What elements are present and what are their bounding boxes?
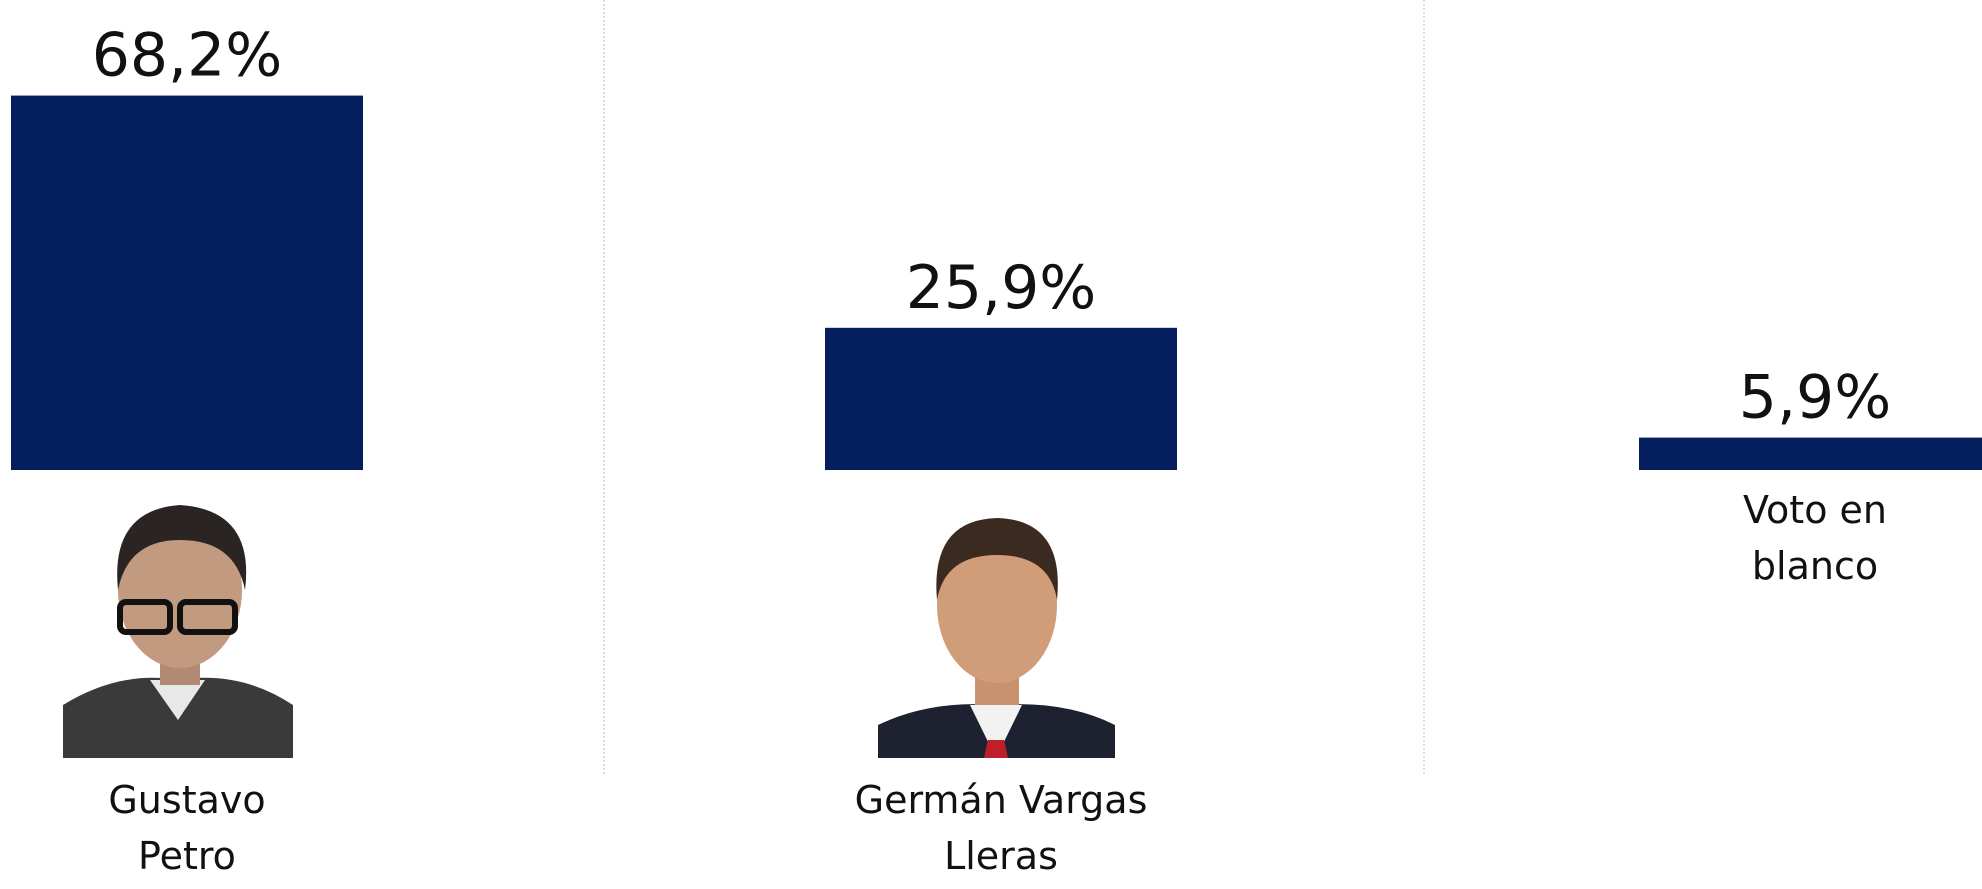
value-label: 25,9% [906,253,1097,323]
bar [825,327,1177,470]
photo [878,518,1115,758]
value-label: 5,9% [1739,363,1891,433]
photo [63,503,293,758]
value-label: 68,2% [92,21,283,91]
bar [11,95,363,470]
category-label: Gustavo Petro [108,778,266,878]
bar [1639,437,1982,470]
category-label: Voto en blanco [1743,488,1887,588]
category-label: Germán Vargas Lleras [854,778,1148,878]
